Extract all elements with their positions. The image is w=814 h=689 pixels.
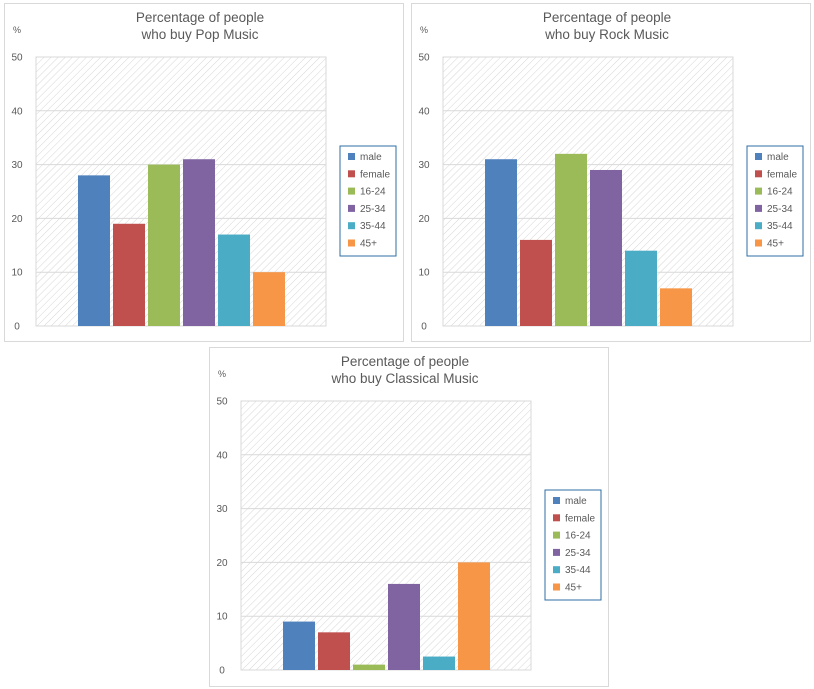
legend-label-male: male (767, 152, 789, 163)
legend-label-35-44: 35-44 (360, 221, 386, 232)
bar-female (520, 239, 552, 326)
legend-swatch-male (348, 153, 355, 160)
legend-label-16-24: 16-24 (360, 187, 386, 198)
bar-25-34 (388, 583, 420, 670)
legend-swatch-male (553, 497, 560, 504)
bar-25-34 (183, 159, 215, 326)
chart-title-line: Percentage of people (543, 10, 671, 25)
chart-title-line: Percentage of people (341, 354, 469, 369)
legend-swatch-45+ (553, 583, 560, 591)
y-tick-label: 10 (418, 268, 430, 279)
bar-16-24 (555, 153, 587, 326)
bar-25-34 (590, 169, 622, 326)
y-unit-label: % (13, 25, 21, 35)
legend-label-45+: 45+ (767, 239, 784, 250)
legend-label-25-34: 25-34 (767, 204, 793, 215)
chart-svg-pop: Percentage of people who buy Pop Music% 0 1… (11, 10, 397, 333)
bar-35-44 (423, 656, 455, 670)
legend-label-male: male (360, 152, 382, 163)
legend-box (746, 145, 804, 257)
y-tick-label: 30 (418, 160, 430, 171)
y-tick-label: 0 (421, 322, 427, 333)
y-tick-label: 40 (11, 106, 23, 117)
legend-swatch-female (553, 514, 560, 522)
legend-label-45+: 45+ (565, 583, 582, 594)
y-tick-label: 40 (216, 450, 228, 461)
legend-swatch-male (755, 153, 762, 160)
legend-label-female: female (360, 169, 390, 180)
y-tick-label: 30 (216, 504, 228, 515)
bar-35-44 (218, 234, 250, 326)
chart-title-line: who buy Rock Music (544, 27, 669, 42)
legend-swatch-25-34 (348, 204, 355, 212)
y-tick-label: 0 (219, 666, 225, 677)
legend-swatch-female (348, 170, 355, 178)
legend-label-male: male (565, 496, 587, 507)
legend-swatch-45+ (755, 239, 762, 247)
legend-swatch-25-34 (755, 204, 762, 212)
y-tick-label: 30 (11, 160, 23, 171)
legend-label-45+: 45+ (360, 239, 377, 250)
chart-panel-pop-music: Percentage of people who buy Pop Music% 0 1… (4, 3, 404, 342)
legend-swatch-35-44 (755, 222, 762, 230)
bar-45+ (458, 562, 490, 670)
bar-16-24 (353, 664, 385, 670)
legend-swatch-16-24 (755, 187, 762, 195)
y-tick-label: 10 (216, 612, 228, 623)
bar-male (283, 621, 315, 670)
bar-female (113, 223, 145, 326)
chart-title-line: who buy Classical Music (330, 371, 478, 386)
chart-svg-classical: Percentage of people who buy Classical Mu… (216, 354, 602, 677)
y-tick-label: 0 (14, 322, 20, 333)
bar-female (318, 632, 350, 670)
bar-45+ (660, 288, 692, 326)
legend-label-25-34: 25-34 (565, 548, 591, 559)
y-tick-label: 50 (11, 53, 23, 64)
y-tick-label: 20 (11, 214, 23, 225)
y-tick-label: 20 (418, 214, 430, 225)
y-tick-label: 10 (11, 268, 23, 279)
bar-35-44 (625, 250, 657, 326)
legend-swatch-45+ (348, 239, 355, 247)
y-unit-label: % (218, 369, 226, 379)
legend-swatch-35-44 (553, 566, 560, 574)
bar-45+ (253, 272, 285, 326)
legend-label-35-44: 35-44 (565, 565, 591, 576)
y-unit-label: % (420, 25, 428, 35)
chart-panel-rock-music: Percentage of people who buy Rock Music% 0… (411, 3, 811, 342)
y-tick-label: 40 (418, 106, 430, 117)
legend-swatch-16-24 (348, 187, 355, 195)
legend-swatch-35-44 (348, 222, 355, 230)
legend-label-35-44: 35-44 (767, 221, 793, 232)
legend-box (544, 489, 602, 601)
legend-swatch-female (755, 170, 762, 178)
legend-swatch-16-24 (553, 531, 560, 539)
bar-male (485, 159, 517, 326)
bar-male (78, 175, 110, 326)
y-tick-label: 50 (418, 53, 430, 64)
legend-label-female: female (565, 513, 595, 524)
legend-label-16-24: 16-24 (767, 187, 793, 198)
legend-swatch-25-34 (553, 548, 560, 556)
legend-box (339, 145, 397, 257)
chart-title-line: Percentage of people (136, 10, 264, 25)
chart-svg-rock: Percentage of people who buy Rock Music% 0… (418, 10, 804, 333)
y-tick-label: 50 (216, 397, 228, 408)
legend-label-female: female (767, 169, 797, 180)
chart-title-line: who buy Pop Music (140, 27, 258, 42)
legend-label-16-24: 16-24 (565, 531, 591, 542)
y-tick-label: 20 (216, 558, 228, 569)
chart-panel-classical-music: Percentage of people who buy Classical Mu… (209, 347, 609, 687)
legend-label-25-34: 25-34 (360, 204, 386, 215)
bar-16-24 (148, 164, 180, 326)
